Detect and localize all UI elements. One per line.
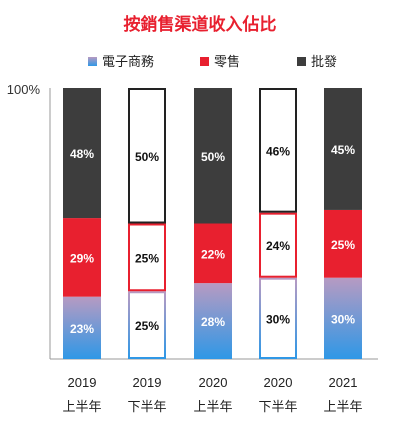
legend: 電子商務 零售 批發: [88, 54, 337, 70]
legend-swatch-0: [88, 57, 97, 66]
bar-segment-2-2: [194, 88, 232, 224]
bar-segment-4-1: [324, 209, 362, 278]
data-label-0-0: 23%: [70, 322, 94, 336]
data-label-3-2: 46%: [266, 144, 290, 158]
bar-segment-1-2: [128, 88, 166, 224]
data-label-3-0: 30%: [266, 312, 290, 326]
bar-segment-3-2: [259, 88, 297, 213]
bar-segment-0-1: [63, 218, 101, 297]
bar-segment-0-2: [63, 88, 101, 219]
x-tick-year-3: 2020: [264, 375, 293, 390]
data-label-2-2: 50%: [201, 150, 225, 164]
bar-segment-3-0: [259, 277, 297, 360]
x-tick-year-2: 2020: [199, 375, 228, 390]
data-label-4-2: 45%: [331, 143, 355, 157]
data-label-1-0: 25%: [135, 319, 159, 333]
bar-segment-1-0: [128, 291, 166, 359]
bar-segment-4-2: [324, 88, 362, 210]
bar-segment-1-1: [128, 223, 166, 292]
x-tick-half-0: 上半年: [62, 400, 101, 415]
x-tick-half-1: 下半年: [127, 400, 166, 415]
legend-swatch-2: [297, 57, 306, 66]
chart-title: 按銷售渠道收入佔比: [124, 14, 277, 35]
x-tick-half-4: 上半年: [323, 400, 362, 415]
legend-swatch-1: [200, 57, 209, 66]
data-label-1-1: 25%: [135, 251, 159, 265]
bar-segment-2-1: [194, 223, 232, 284]
data-label-2-0: 28%: [201, 315, 225, 329]
data-label-4-1: 25%: [331, 238, 355, 252]
bars-group: 23% 29% 48% 25% 25% 50% 28% 22% 50% 30% 24% 46% 30% 2…: [63, 88, 362, 360]
bar-segment-4-0: [324, 277, 362, 359]
x-tick-half-3: 下半年: [258, 400, 297, 415]
bar-segment-2-0: [194, 283, 232, 359]
x-tick-half-2: 上半年: [193, 400, 232, 415]
x-tick-year-1: 2019: [133, 375, 162, 390]
legend-label-2: 批發: [311, 55, 337, 70]
data-label-4-0: 30%: [331, 312, 355, 326]
x-tick-labels: 2019 上半年 2019 下半年 2020 上半年 2020 下半年 2021 上半年: [62, 375, 362, 415]
bar-segment-0-0: [63, 296, 101, 359]
bar-segment-3-1: [259, 212, 297, 278]
x-tick-year-0: 2019: [68, 375, 97, 390]
x-tick-year-4: 2021: [329, 375, 358, 390]
data-label-0-1: 29%: [70, 251, 94, 265]
y-tick-label-100: 100%: [7, 82, 41, 97]
data-label-3-1: 24%: [266, 239, 290, 253]
legend-label-0: 電子商務: [102, 55, 154, 70]
data-label-1-2: 50%: [135, 150, 159, 164]
data-label-0-2: 48%: [70, 147, 94, 161]
legend-label-1: 零售: [214, 54, 240, 70]
data-label-2-1: 22%: [201, 247, 225, 261]
